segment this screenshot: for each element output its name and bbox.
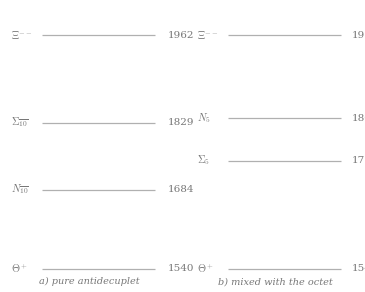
Text: $\Xi^{--}$: $\Xi^{--}$	[11, 29, 32, 41]
Text: $\Theta^+$: $\Theta^+$	[197, 262, 214, 275]
Text: 1540: 1540	[168, 264, 195, 273]
Text: $\Xi^{--}$: $\Xi^{--}$	[197, 29, 219, 41]
Text: $N_5$: $N_5$	[197, 111, 211, 125]
Text: 1719: 1719	[352, 156, 365, 165]
Text: $N_{\overline{10}}$: $N_{\overline{10}}$	[11, 183, 28, 196]
Text: 1801: 1801	[352, 114, 365, 123]
Text: $\Theta^+$: $\Theta^+$	[11, 262, 28, 275]
Text: 1829: 1829	[168, 118, 195, 127]
Text: a) pure antidecuplet: a) pure antidecuplet	[39, 277, 140, 286]
Text: 1540: 1540	[352, 264, 365, 273]
Text: b) mixed with the octet: b) mixed with the octet	[218, 277, 333, 286]
Text: 1962: 1962	[352, 31, 365, 39]
Text: 1684: 1684	[168, 185, 195, 194]
Text: $\Sigma_5$: $\Sigma_5$	[197, 154, 210, 168]
Text: $\Sigma_{\overline{10}}$: $\Sigma_{\overline{10}}$	[11, 116, 28, 129]
Text: 1962: 1962	[168, 31, 195, 39]
